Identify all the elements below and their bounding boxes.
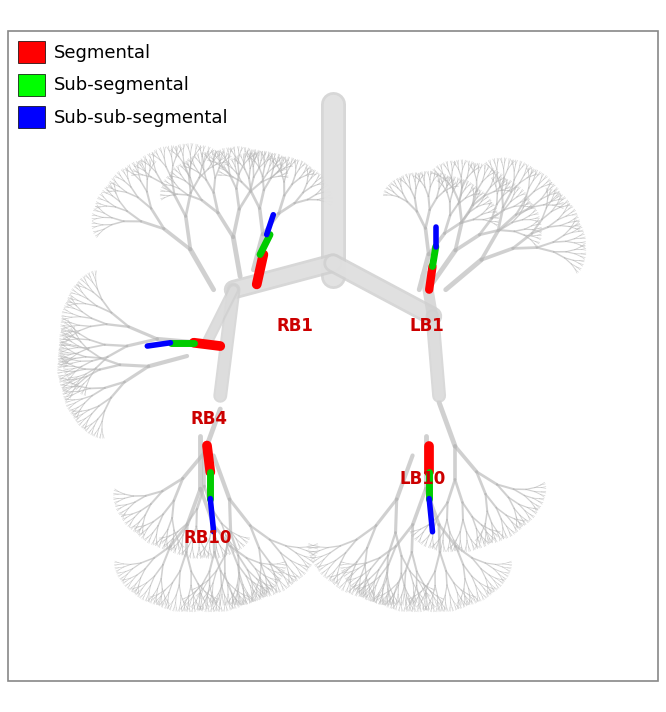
Text: RB10: RB10 (184, 530, 232, 548)
Text: LB10: LB10 (400, 470, 446, 488)
Text: RB1: RB1 (276, 317, 314, 335)
Legend: Segmental, Sub-segmental, Sub-sub-segmental: Segmental, Sub-segmental, Sub-sub-segmen… (11, 33, 236, 135)
Text: RB4: RB4 (190, 410, 227, 428)
Text: LB1: LB1 (410, 317, 444, 335)
